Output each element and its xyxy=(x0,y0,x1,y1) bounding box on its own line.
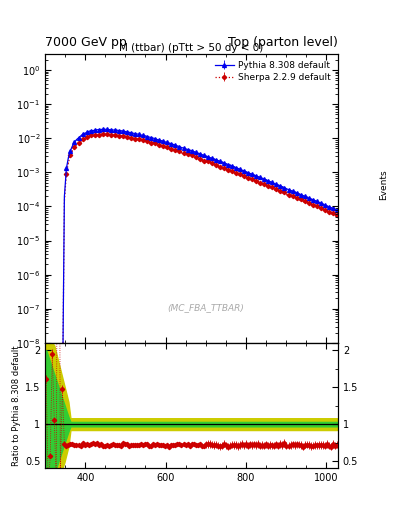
Y-axis label: Ratio to Pythia 8.308 default: Ratio to Pythia 8.308 default xyxy=(12,346,21,466)
Text: 7000 GeV pp: 7000 GeV pp xyxy=(45,36,127,49)
Title: M (ttbar) (pTtt > 50 dy < 0): M (ttbar) (pTtt > 50 dy < 0) xyxy=(119,43,264,53)
Text: Top (parton level): Top (parton level) xyxy=(228,36,338,49)
Text: (MC_FBA_TTBAR): (MC_FBA_TTBAR) xyxy=(168,304,245,313)
Legend: Pythia 8.308 default, Sherpa 2.2.9 default: Pythia 8.308 default, Sherpa 2.2.9 defau… xyxy=(212,58,334,84)
Text: Events: Events xyxy=(379,169,387,200)
